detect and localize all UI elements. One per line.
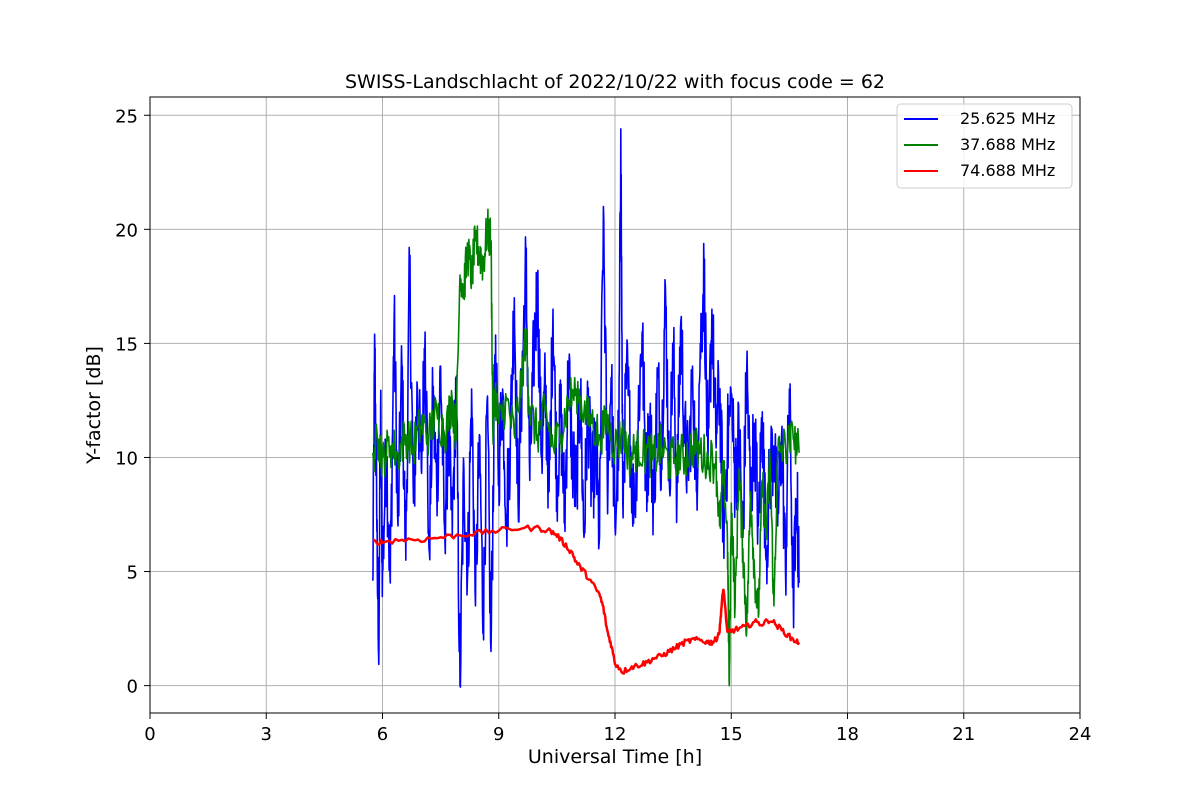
y-tick-label: 10 [115, 448, 138, 469]
x-tick-label: 18 [836, 724, 859, 745]
y-tick-label: 0 [127, 677, 138, 698]
x-axis-label: Universal Time [h] [528, 746, 702, 768]
x-tick-label: 3 [261, 724, 272, 745]
tick-layer: 0 3 6 9 12 15 18 21 24 0 5 10 15 20 25 [115, 106, 1091, 745]
legend-label-1: 25.625 MHz [960, 109, 1055, 128]
x-tick-label: 24 [1069, 724, 1092, 745]
x-tick-label: 0 [144, 724, 155, 745]
x-tick-label: 21 [952, 724, 975, 745]
x-tick-label: 12 [604, 724, 627, 745]
series-line-2 [372, 208, 800, 687]
y-tick-label: 20 [115, 220, 138, 241]
chart-title: SWISS-Landschlacht of 2022/10/22 with fo… [345, 71, 885, 93]
y-axis-label: Y-factor [dB] [83, 346, 105, 465]
y-tick-label: 25 [115, 106, 138, 127]
legend-label-3: 74.688 MHz [960, 161, 1055, 180]
legend-label-2: 37.688 MHz [960, 135, 1055, 154]
x-tick-label: 15 [720, 724, 743, 745]
x-tick-label: 6 [377, 724, 388, 745]
series-line-1 [372, 128, 800, 688]
legend: 25.625 MHz 37.688 MHz 74.688 MHz [896, 103, 1073, 189]
series-layer [372, 128, 801, 688]
legend-frame [896, 103, 1073, 189]
y-tick-label: 5 [127, 563, 138, 584]
x-tick-label: 9 [493, 724, 504, 745]
series-line-3 [372, 524, 801, 675]
y-tick-label: 15 [115, 334, 138, 355]
